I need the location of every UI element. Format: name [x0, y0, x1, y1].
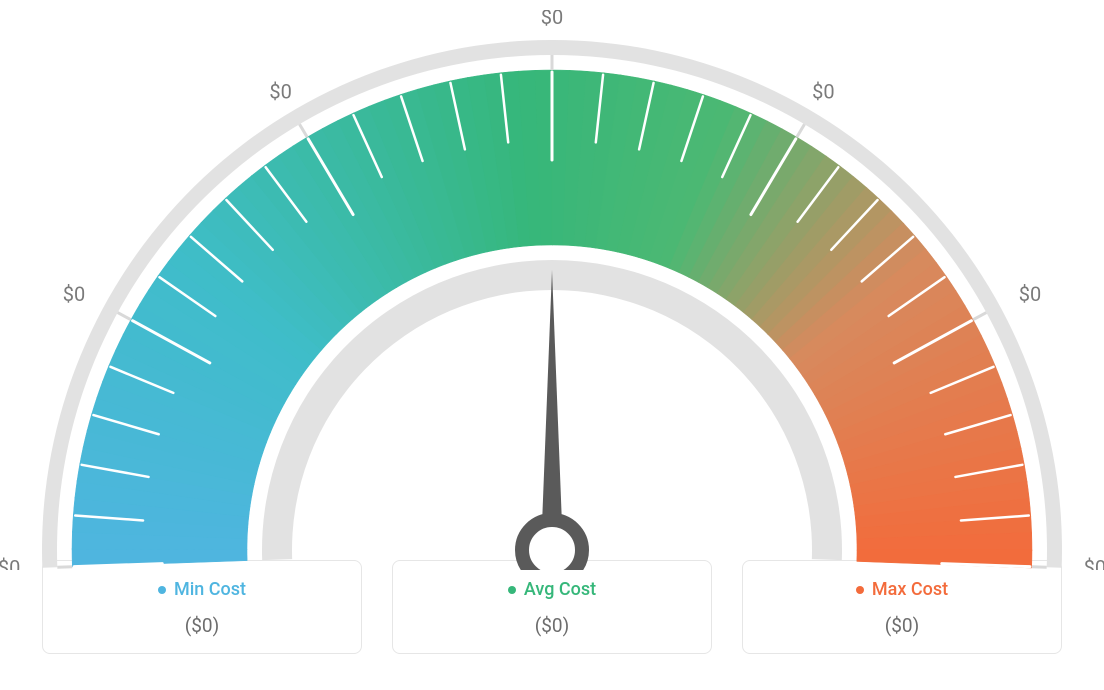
- legend-label-min: Min Cost: [174, 579, 246, 600]
- legend-value-min: ($0): [53, 614, 351, 637]
- legend-label-row: Avg Cost: [403, 579, 701, 600]
- legend-card-max: Max Cost ($0): [742, 560, 1062, 654]
- svg-text:$0: $0: [0, 556, 20, 570]
- legend-row: Min Cost ($0) Avg Cost ($0) Max Cost ($0…: [0, 560, 1104, 654]
- gauge-chart: $0 $0 $0 $0 $0 $0 $0: [0, 10, 1104, 570]
- svg-text:$0: $0: [812, 79, 834, 103]
- legend-card-avg: Avg Cost ($0): [392, 560, 712, 654]
- legend-bullet-avg: [508, 586, 516, 594]
- gauge-container: $0$0$0$0$0$0$0: [0, 0, 1104, 560]
- svg-text:$0: $0: [269, 79, 291, 103]
- legend-label-avg: Avg Cost: [524, 579, 596, 600]
- svg-text:$0: $0: [1084, 556, 1104, 570]
- svg-text:$0: $0: [541, 10, 563, 29]
- legend-label-row: Max Cost: [753, 579, 1051, 600]
- legend-card-min: Min Cost ($0): [42, 560, 362, 654]
- svg-text:$0: $0: [1019, 282, 1041, 306]
- legend-bullet-min: [158, 586, 166, 594]
- legend-value-avg: ($0): [403, 614, 701, 637]
- legend-label-row: Min Cost: [53, 579, 351, 600]
- legend-label-max: Max Cost: [872, 579, 948, 600]
- legend-bullet-max: [856, 586, 864, 594]
- svg-text:$0: $0: [63, 282, 85, 306]
- legend-value-max: ($0): [753, 614, 1051, 637]
